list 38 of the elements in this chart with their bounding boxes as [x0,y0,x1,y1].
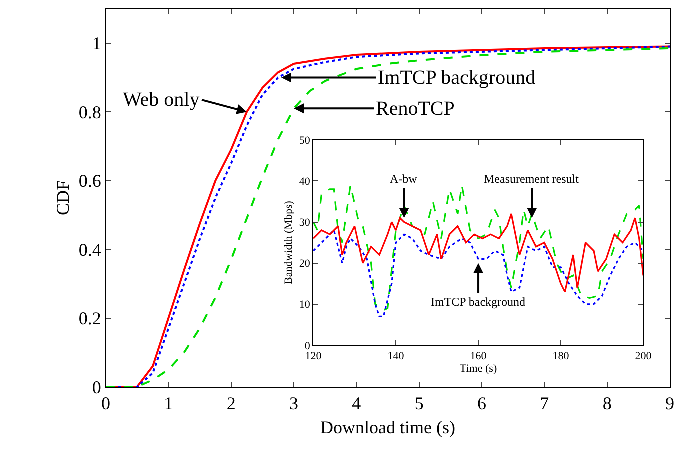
y-tick-label: 0.6 [78,171,102,192]
x-tick-label: 9 [666,394,674,414]
y-tick-label: 10 [299,299,311,312]
y-tick-label: 20 [299,258,311,270]
x-tick-label: 200 [635,350,652,363]
line-series [314,230,644,318]
y-tick-label: 40 [299,176,311,188]
y-tick-label: 0 [304,340,311,352]
x-tick-label: 6 [478,394,486,414]
annotation: ImTCP background [431,295,526,309]
x-tick-label: 140 [388,350,405,363]
annotation: RenoTCP [376,98,455,120]
annotation: Measurement result [484,172,580,186]
annotation: Web only [123,89,200,111]
annotation: A-bw [390,172,418,186]
x-tick-label: 8 [602,394,612,414]
y-axis-title: Bandwidth (Mbps) [283,200,295,285]
annotation: ImTCP background [378,67,536,89]
x-tick-label: 2 [226,394,236,414]
y-tick-label: 0.2 [78,308,102,329]
x-axis-title: Download time (s) [320,418,456,438]
y-tick-label: 0.8 [78,102,102,122]
y-axis-title: CDF [53,180,74,216]
y-tick-label: 1 [92,34,102,54]
x-tick-label: 5 [414,394,424,414]
x-tick-label: 180 [552,350,570,363]
x-tick-label: 7 [540,394,550,414]
x-tick-label: 4 [352,394,362,414]
line-series [314,184,644,312]
y-tick-label: 0.4 [78,240,102,260]
x-tick-label: 160 [470,350,488,363]
x-tick-label: 1 [164,394,174,414]
x-tick-label: 120 [305,350,322,363]
x-axis-title: Time (s) [460,362,498,375]
y-tick-label: 50 [299,135,311,148]
y-tick-label: 0 [92,377,102,398]
x-tick-label: 3 [290,394,298,414]
y-tick-label: 30 [299,217,311,230]
